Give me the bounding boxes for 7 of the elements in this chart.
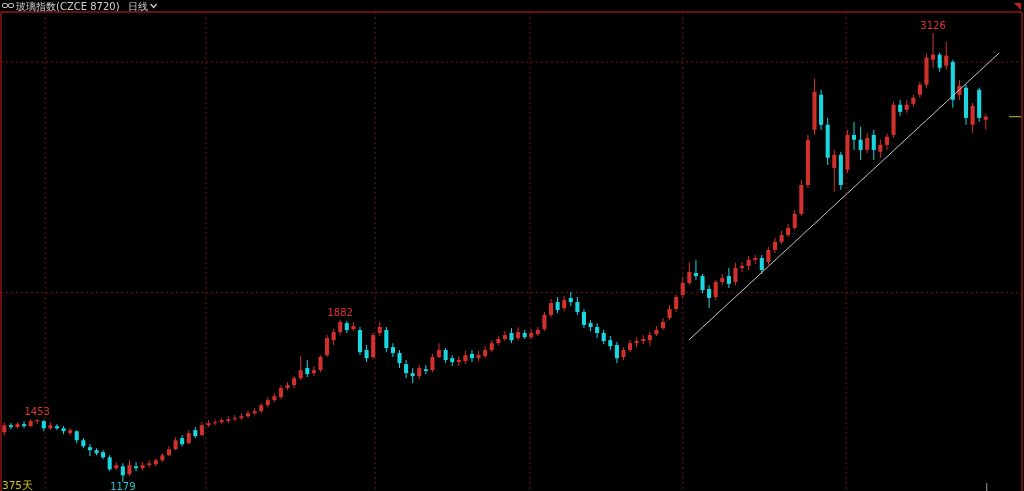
annotation: 1453 (24, 405, 50, 417)
annotation: 3126 (920, 20, 946, 31)
annotation: 1882 (327, 306, 353, 318)
annotation: 375天 (2, 479, 34, 491)
annotation: 1179 (110, 481, 136, 491)
subtitle: 日线 (127, 0, 148, 12)
title: 玻璃指数(CZCE 8720) (16, 0, 120, 12)
